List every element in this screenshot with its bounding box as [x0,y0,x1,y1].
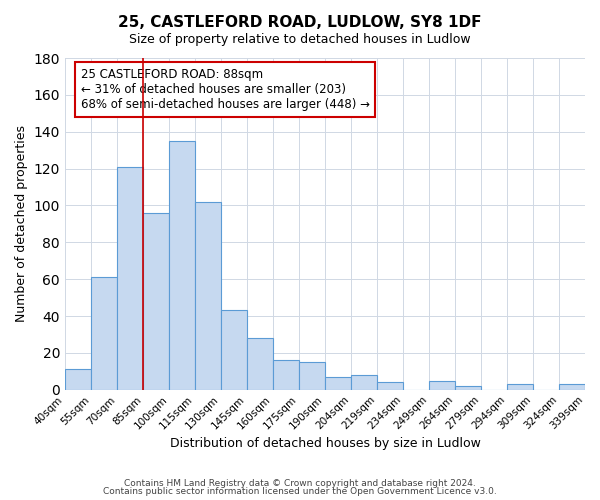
Bar [299,362,325,390]
Bar [351,375,377,390]
Bar [65,370,91,390]
Bar [195,202,221,390]
Bar [221,310,247,390]
Bar [559,384,585,390]
Bar [169,141,195,390]
Bar [91,278,117,390]
Bar [429,380,455,390]
Y-axis label: Number of detached properties: Number of detached properties [15,126,28,322]
Bar [455,386,481,390]
Bar [117,166,143,390]
Text: Contains HM Land Registry data © Crown copyright and database right 2024.: Contains HM Land Registry data © Crown c… [124,478,476,488]
Text: 25 CASTLEFORD ROAD: 88sqm
← 31% of detached houses are smaller (203)
68% of semi: 25 CASTLEFORD ROAD: 88sqm ← 31% of detac… [80,68,370,111]
Bar [143,213,169,390]
Bar [247,338,273,390]
Bar [507,384,533,390]
Text: Size of property relative to detached houses in Ludlow: Size of property relative to detached ho… [129,32,471,46]
Text: 25, CASTLEFORD ROAD, LUDLOW, SY8 1DF: 25, CASTLEFORD ROAD, LUDLOW, SY8 1DF [118,15,482,30]
Bar [377,382,403,390]
X-axis label: Distribution of detached houses by size in Ludlow: Distribution of detached houses by size … [170,437,481,450]
Bar [273,360,299,390]
Text: Contains public sector information licensed under the Open Government Licence v3: Contains public sector information licen… [103,487,497,496]
Bar [325,377,351,390]
